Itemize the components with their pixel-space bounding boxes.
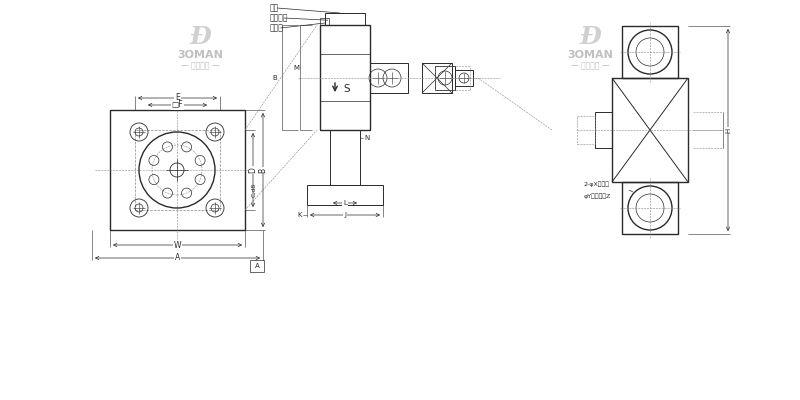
Text: L: L — [343, 200, 347, 206]
Text: 止动螺杆: 止动螺杆 — [270, 14, 289, 22]
Text: Ð: Ð — [579, 25, 601, 49]
Text: D: D — [249, 167, 258, 173]
Text: 2-φX通孔后: 2-φX通孔后 — [584, 181, 610, 187]
Text: — 劲磊工业 —: — 劲磊工业 — — [181, 62, 219, 70]
Text: S: S — [343, 84, 350, 94]
Text: □F: □F — [172, 100, 183, 110]
Text: A: A — [254, 263, 259, 269]
Text: B: B — [272, 75, 277, 81]
Text: E: E — [175, 94, 180, 102]
Text: 压盖: 压盖 — [270, 4, 279, 12]
Text: B: B — [258, 168, 267, 172]
Text: — 劲磊工业 —: — 劲磊工业 — — [570, 62, 610, 70]
Text: N: N — [364, 135, 370, 141]
Text: M: M — [293, 65, 299, 71]
Text: W: W — [174, 240, 182, 250]
Text: 定位块: 定位块 — [270, 24, 284, 32]
Text: C,d8: C,d8 — [251, 183, 256, 197]
Text: φY沉孔深度Z: φY沉孔深度Z — [584, 193, 611, 199]
Text: 3OMAN: 3OMAN — [177, 50, 223, 60]
Text: K: K — [298, 212, 302, 218]
Text: H: H — [725, 127, 731, 133]
Text: Ð: Ð — [189, 25, 211, 49]
Text: J: J — [344, 212, 346, 218]
Text: A: A — [175, 254, 180, 262]
Text: 3OMAN: 3OMAN — [567, 50, 613, 60]
